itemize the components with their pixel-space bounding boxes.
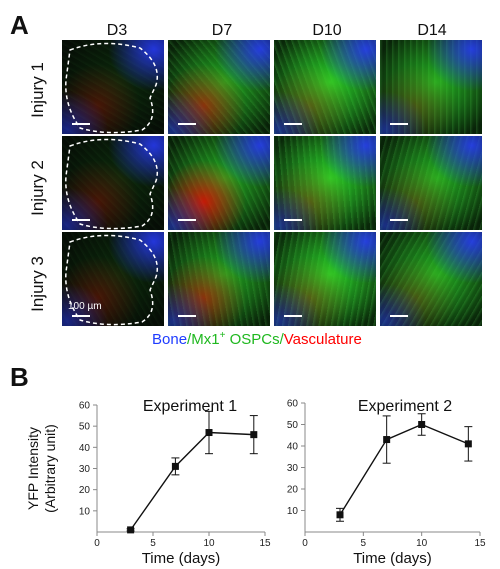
column-header-d7: D7: [211, 22, 233, 39]
scale-bar: [72, 219, 90, 221]
data-line: [339, 423, 469, 516]
x-tick-label: 10: [416, 538, 428, 549]
data-point: [464, 440, 472, 448]
x-tick-label: 5: [150, 538, 156, 549]
y-tick-label: 50: [79, 422, 91, 433]
panel-a-letter: A: [10, 10, 29, 40]
x-axis-label: Time (days): [142, 550, 221, 567]
scale-bar: [178, 123, 196, 125]
data-point: [127, 526, 135, 534]
column-header-d14: D14: [417, 22, 447, 39]
scale-bar: [72, 315, 90, 317]
data-point: [418, 421, 426, 428]
scale-bar-label: 100 µm: [68, 301, 102, 312]
scale-bar: [178, 315, 196, 317]
micrograph-tile: [274, 232, 376, 326]
y-tick-label: 30: [79, 464, 91, 475]
tissue-outline: [65, 138, 158, 230]
legend-slash-2: /: [279, 331, 284, 348]
legend-slash-1: /: [187, 331, 192, 348]
row-header-injury-2: Injury 2: [28, 160, 47, 216]
y-tick-label: 60: [79, 401, 91, 412]
legend-vasculature: Vasculature: [283, 331, 362, 348]
y-tick-label: 40: [287, 442, 299, 453]
data-point: [383, 436, 391, 444]
micrograph-tile: 100 µm: [62, 232, 164, 326]
micrograph-tile: [62, 40, 164, 134]
data-point: [171, 462, 179, 470]
scale-bar: [284, 219, 302, 221]
data-point: [205, 429, 213, 437]
column-header-d10: D10: [312, 22, 342, 39]
x-tick-label: 0: [94, 538, 100, 549]
chart-2-title: Experiment 2: [357, 398, 453, 415]
y-tick-label: 50: [287, 420, 299, 431]
micrograph-tile: [168, 40, 270, 134]
y-tick-label: 30: [287, 463, 299, 474]
row-header-injury-3: Injury 3: [28, 256, 47, 312]
x-tick-label: 10: [203, 538, 215, 549]
scale-bar: [390, 315, 408, 317]
scale-bar: [178, 219, 196, 221]
micrograph-tile: [168, 232, 270, 326]
column-header-d3: D3: [106, 22, 128, 39]
y-tick-label: 20: [79, 485, 91, 496]
micrograph-tile: [274, 136, 376, 230]
x-tick-label: 0: [302, 538, 308, 549]
tissue-outline: [65, 234, 158, 326]
scale-bar: [390, 219, 408, 221]
micrograph-tile: [380, 232, 482, 326]
micrograph-tile: [274, 40, 376, 134]
data-point: [336, 511, 344, 519]
data-point: [250, 431, 258, 439]
y-tick-label: 40: [79, 443, 91, 454]
chart-1-title: Experiment 1: [142, 398, 238, 415]
scale-bar: [284, 315, 302, 317]
color-legend: Bone/Mx1+ OSPCs/Vasculature: [152, 330, 362, 348]
panel-b-letter: B: [10, 362, 29, 392]
data-line: [130, 431, 254, 531]
micrograph-tile: [62, 136, 164, 230]
legend-bone: Bone: [152, 331, 188, 348]
scale-bar: [390, 123, 408, 125]
tissue-outline: [65, 42, 158, 134]
y-tick-label: 10: [287, 506, 299, 517]
x-axis-label: Time (days): [353, 550, 432, 567]
y-axis-label: YFP Intensity(Arbitrary unit): [25, 424, 58, 513]
y-tick-label: 20: [287, 485, 299, 496]
micrograph-tile: [168, 136, 270, 230]
x-tick-label: 15: [474, 538, 486, 549]
x-tick-label: 15: [259, 538, 271, 549]
micrograph-tile: [380, 40, 482, 134]
row-header-injury-1: Injury 1: [28, 62, 47, 118]
scale-bar: [72, 123, 90, 125]
y-tick-label: 10: [79, 506, 91, 517]
y-tick-label: 60: [287, 399, 299, 410]
legend-mx1: Mx1+ OSPCs: [191, 330, 280, 348]
x-tick-label: 5: [361, 538, 367, 549]
micrograph-tile: [380, 136, 482, 230]
scale-bar: [284, 123, 302, 125]
